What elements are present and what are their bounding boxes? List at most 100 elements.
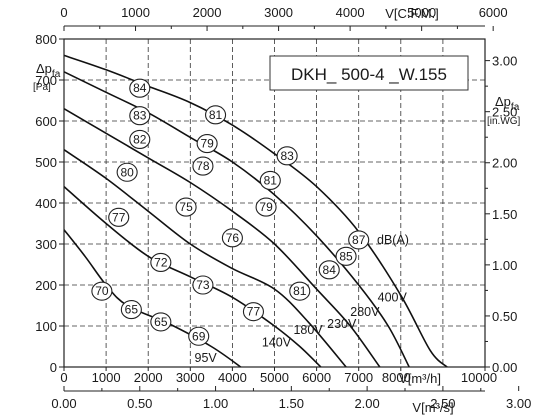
db-marker: 79 [255, 197, 277, 217]
right-axis-subscript: fa [511, 102, 520, 113]
db-marker-label: 76 [226, 231, 240, 245]
db-marker-circle [120, 300, 142, 320]
left-axis-unit: [Pa] [33, 82, 51, 93]
db-marker: 84 [129, 78, 151, 98]
svg-text:Δpfa: Δpfa [495, 94, 520, 113]
db-marker: 70 [91, 281, 113, 301]
db-marker-label: 65 [125, 303, 139, 317]
db-marker-circle [129, 78, 151, 98]
y-left-tick-label: 0 [50, 360, 57, 375]
db-marker: 85 [335, 246, 357, 266]
db-marker-label: 75 [179, 200, 193, 214]
curve-95v [63, 229, 242, 368]
db-marker-circle [242, 302, 264, 322]
db-marker: 87 [348, 230, 370, 250]
db-marker-circle [91, 281, 113, 301]
voltage-label-400v: 400V [378, 290, 408, 304]
db-marker-label: 70 [95, 284, 109, 298]
db-unit-label: dB(A) [377, 233, 409, 247]
x-bottom-secondary-tick-label: 0.50 [127, 396, 152, 411]
axes: 01002003004005006007008000.000.501.001.5… [35, 5, 531, 411]
y-right-tick-label: 1.50 [492, 207, 517, 222]
noise-level-markers: 84 81 83 82 79 83 80 78 81 75 79 77 87 76 85 72 84 73 81 70… [91, 78, 370, 346]
db-marker-label: 83 [133, 109, 147, 123]
voltage-label-180v: 180V [293, 323, 323, 337]
db-marker-circle [221, 228, 243, 248]
x-top-tick-label: 0 [60, 5, 67, 20]
curve-180v [63, 149, 347, 368]
db-marker: 78 [192, 156, 214, 176]
y-left-tick-label: 100 [35, 319, 57, 334]
x-top-tick-label: 6000 [479, 5, 508, 20]
y-left-tick-label: 600 [35, 114, 57, 129]
x-bottom-tick-label: 4000 [218, 370, 247, 385]
curve-230v [63, 108, 381, 368]
db-marker-circle [192, 156, 214, 176]
db-marker: 81 [259, 170, 281, 190]
db-marker: 73 [192, 275, 214, 295]
db-marker-circle [188, 326, 210, 346]
db-marker: 72 [150, 252, 172, 273]
y-right-tick-label: 0.50 [492, 309, 517, 324]
chart-title: DKH_ 500-4 _W.155 [291, 65, 447, 84]
db-marker: 77 [242, 302, 264, 322]
db-marker: 84 [318, 260, 340, 280]
right-axis-symbol: Δp [495, 94, 511, 109]
y-right-tick-label: 2.00 [492, 156, 517, 171]
db-marker-label: 84 [133, 81, 147, 95]
db-marker: 65 [120, 300, 142, 320]
db-marker: 80 [116, 162, 138, 182]
y-left-tick-label: 400 [35, 196, 57, 211]
x-bottom-tick-label: 1000 [92, 370, 121, 385]
right-axis-unit: [in.WG] [487, 116, 521, 127]
db-marker-label: 78 [196, 159, 210, 173]
y-left-tick-label: 300 [35, 237, 57, 252]
db-marker: 69 [188, 326, 210, 346]
db-marker-label: 79 [259, 200, 273, 214]
x-top-tick-label: 4000 [336, 5, 365, 20]
left-axis-subscript: fa [52, 69, 61, 80]
title-box: DKH_ 500-4 _W.155 [269, 55, 469, 91]
curve-280v [63, 71, 410, 368]
x-bottom-secondary-tick-label: 3.00 [506, 396, 531, 411]
y-left-tick-label: 800 [35, 32, 57, 47]
x-bottom-tick-label: 10000 [461, 370, 497, 385]
db-marker-label: 81 [293, 284, 307, 298]
db-marker: 65 [150, 312, 172, 332]
db-marker: 75 [175, 197, 197, 217]
db-marker: 77 [108, 207, 130, 227]
top-axis-title: V[C.F.M.] [385, 6, 438, 21]
svg-text:Δpfa: Δpfa [36, 61, 61, 80]
db-marker-label: 77 [247, 305, 261, 319]
db-marker: 83 [276, 146, 298, 166]
x-bottom-tick-label: 6000 [302, 370, 331, 385]
db-marker-label: 85 [339, 249, 353, 263]
x-bottom-tick-label: 5000 [260, 370, 289, 385]
db-marker: 79 [196, 134, 218, 154]
voltage-label-280v: 280V [350, 305, 380, 319]
db-marker-circle [205, 105, 227, 125]
db-marker: 82 [129, 129, 151, 149]
x-top-tick-label: 3000 [264, 5, 293, 20]
x-top-tick-label: 2000 [193, 5, 222, 20]
x-bottom-secondary-tick-label: 0.00 [51, 396, 76, 411]
db-marker-label: 72 [154, 255, 168, 269]
db-marker-circle [276, 146, 298, 166]
db-marker-circle [335, 246, 357, 266]
db-marker: 83 [129, 106, 151, 126]
y-right-tick-label: 1.00 [492, 258, 517, 273]
db-marker: 81 [205, 105, 227, 125]
db-marker-circle [259, 170, 281, 190]
db-marker-circle [348, 230, 370, 250]
voltage-label-230v: 230V [327, 317, 357, 331]
left-axis-title: Δpfa [Pa] [33, 61, 61, 93]
db-marker-label: 65 [154, 315, 168, 329]
x-bottom-tick-label: 2000 [134, 370, 163, 385]
x-bottom-secondary-tick-label: 2.50 [430, 396, 455, 411]
db-marker-circle [255, 197, 277, 217]
x-top-tick-label: 5000 [407, 5, 436, 20]
y-left-tick-label: 200 [35, 278, 57, 293]
db-marker-label: 84 [323, 263, 337, 277]
left-axis-symbol: Δp [36, 61, 52, 76]
db-marker-circle [150, 312, 172, 332]
